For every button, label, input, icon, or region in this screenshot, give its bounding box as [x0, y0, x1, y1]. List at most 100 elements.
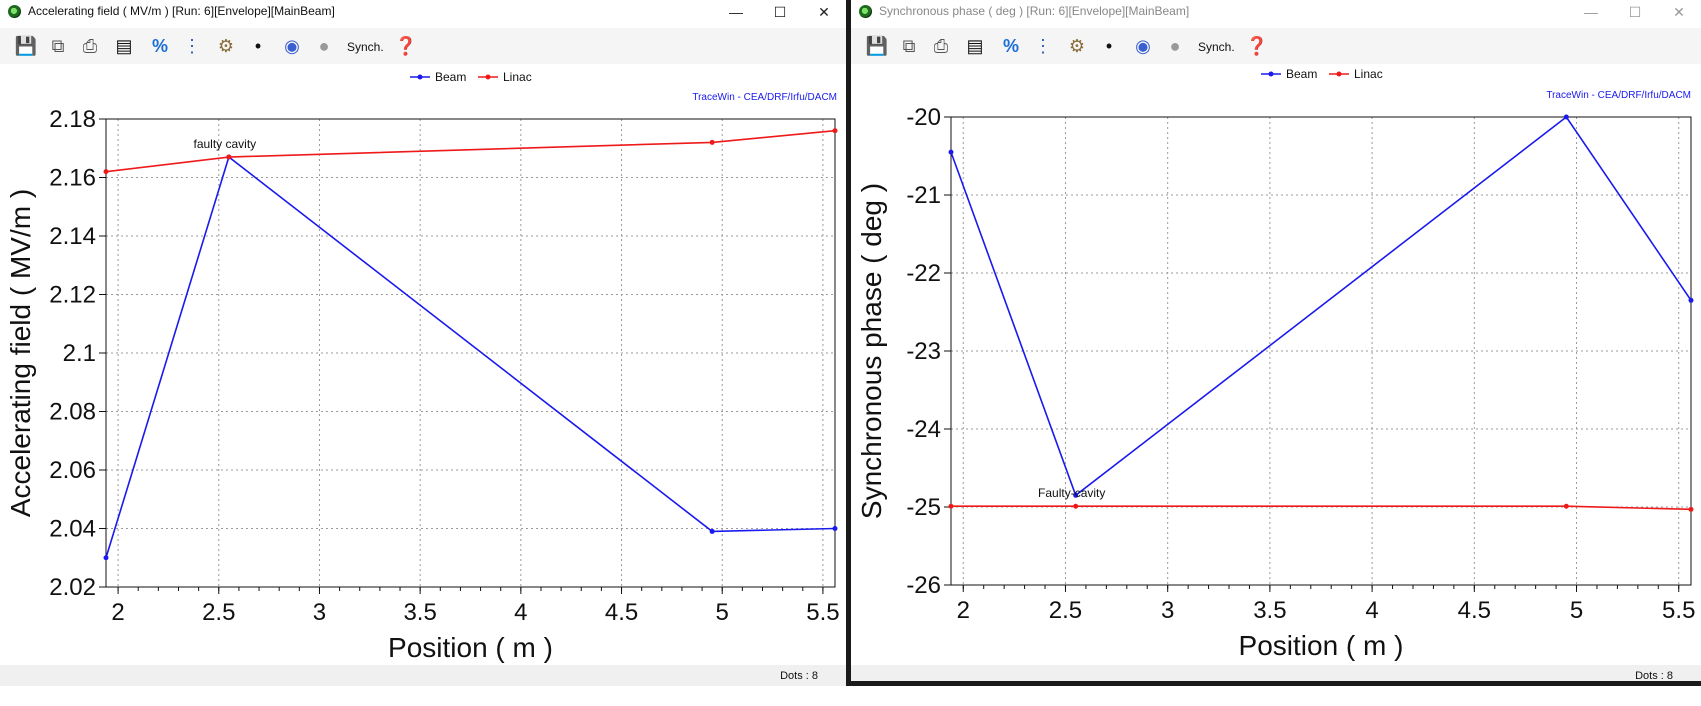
x-tick-label: 5.5	[1662, 597, 1695, 624]
print-icon[interactable]: ⎙	[933, 36, 949, 56]
x-tick-label: 2	[957, 597, 970, 624]
annotation-label: Faulty-cavity	[1038, 486, 1105, 500]
circle-icon[interactable]: ●	[1169, 36, 1181, 56]
data-point-beam	[709, 528, 715, 534]
data-point-beam	[1563, 114, 1569, 120]
legend-marker-beam	[417, 74, 423, 80]
x-tick-label: 4.5	[605, 599, 638, 626]
circle-icon[interactable]: ●	[318, 36, 330, 56]
data-point-linac	[832, 128, 838, 134]
x-tick-label: 5	[716, 599, 729, 626]
copy-icon[interactable]: ⧉	[51, 36, 65, 56]
app-icon	[859, 5, 872, 18]
dots-count: Dots : 8	[1635, 670, 1673, 682]
series-line-linac	[105, 129, 836, 173]
y-tick-label: 2.08	[49, 399, 96, 426]
credit-text: TraceWin - CEA/DRF/Irfu/DACM	[692, 92, 837, 103]
title-bar[interactable]: Accelerating field ( MV/m ) [Run: 6][Env…	[0, 0, 846, 24]
data-point-beam	[832, 526, 838, 531]
data-point-beam	[1073, 492, 1079, 498]
legend-label-beam: Beam	[435, 70, 466, 84]
dots-count: Dots : 8	[780, 670, 818, 682]
legend-label-beam: Beam	[1286, 67, 1317, 81]
print-icon[interactable]: ⎙	[82, 36, 98, 56]
app-icon	[8, 5, 21, 18]
settings-icon[interactable]: ⚙	[217, 36, 235, 56]
x-axis-title: Position ( m )	[388, 632, 553, 663]
series-line-linac	[951, 505, 1692, 511]
y-tick-label: 2.12	[49, 282, 96, 309]
plot-frame	[105, 118, 836, 588]
save-icon[interactable]: 💾	[14, 36, 38, 56]
plot-area[interactable]: 2 2.5 3 3.5 4 4.5 5 5.5 2.02 2.04 2.06 2.08 2.1 2.12 2…	[0, 64, 846, 665]
window-title: Synchronous phase ( deg ) [Run: 6][Envel…	[879, 4, 1190, 18]
probe-icon[interactable]: •—	[249, 36, 267, 80]
data-point-linac	[1073, 503, 1079, 509]
data-point-linac	[103, 169, 109, 175]
x-axis-title: Position ( m )	[1239, 630, 1404, 661]
color-map-icon[interactable]: ◉	[284, 36, 300, 56]
close-button[interactable]: ✕	[1673, 4, 1685, 20]
x-tick-label: 2	[111, 599, 124, 626]
data-point-linac	[948, 503, 954, 509]
x-tick-label: 4	[514, 599, 527, 626]
ruler-icon[interactable]: ⋮	[183, 36, 201, 56]
copy-icon[interactable]: ⧉	[902, 36, 916, 56]
plot-frame	[950, 116, 1692, 586]
save-icon[interactable]: 💾	[865, 36, 889, 56]
close-button[interactable]: ✕	[818, 4, 830, 20]
window-title: Accelerating field ( MV/m ) [Run: 6][Env…	[28, 4, 335, 18]
minimize-button[interactable]: —	[729, 4, 743, 20]
x-tick-label: 4	[1365, 597, 1378, 624]
toolbar: 💾 ⧉ ⎙ ▤ % ⋮ ⚙ •— ◉ ● Synch. ❓	[0, 28, 846, 80]
series-line-beam	[105, 155, 836, 558]
toolbar: 💾 ⧉ ⎙ ▤ % ⋮ ⚙ •— ◉ ● Synch. ❓	[851, 28, 1701, 80]
x-tick-label: 3	[1161, 597, 1174, 624]
x-tick-label: 3	[313, 599, 326, 626]
percent-icon[interactable]: %	[151, 36, 168, 56]
settings-icon[interactable]: ⚙	[1068, 36, 1086, 56]
percent-icon[interactable]: %	[1002, 36, 1019, 56]
x-tick-label: 2.5	[202, 599, 235, 626]
window-bottom-border	[851, 681, 1701, 686]
chart-svg: 2 2.5 3 3.5 4 4.5 5 5.5 -26 -25 -24 -23 -22 -21 -20 Pos…	[856, 67, 1695, 661]
data-point-linac	[226, 154, 232, 160]
minimize-button[interactable]: —	[1584, 4, 1598, 20]
synch-button[interactable]: Synch.	[347, 40, 384, 54]
status-bar: Dots : 8	[851, 665, 1701, 686]
list-icon[interactable]: ▤	[966, 36, 984, 56]
legend-marker-linac	[1336, 71, 1342, 77]
annotation-label: faulty cavity	[193, 137, 256, 151]
y-axis-title: Accelerating field ( MV/m )	[5, 189, 36, 517]
data-point-beam	[103, 555, 109, 561]
y-tick-label: -24	[906, 416, 941, 443]
chart-svg: 2 2.5 3 3.5 4 4.5 5 5.5 2.02 2.04 2.06 2.08 2.1 2.12 2…	[5, 70, 840, 663]
color-map-icon[interactable]: ◉	[1135, 36, 1151, 56]
y-axis-title: Synchronous phase ( deg )	[856, 183, 887, 519]
x-tick-label: 5.5	[806, 599, 839, 626]
data-point-linac	[1688, 506, 1694, 512]
y-tick-label: -22	[906, 260, 941, 287]
x-tick-label: 3.5	[1253, 597, 1286, 624]
maximize-button[interactable]: ☐	[1628, 4, 1642, 20]
data-point-linac	[1563, 503, 1569, 509]
legend-marker-beam	[1268, 71, 1274, 77]
title-bar[interactable]: Synchronous phase ( deg ) [Run: 6][Envel…	[851, 0, 1701, 24]
y-tick-label: -25	[906, 494, 941, 521]
synch-button[interactable]: Synch.	[1198, 40, 1235, 54]
x-tick-label: 3.5	[403, 599, 436, 626]
help-icon[interactable]: ❓	[1245, 36, 1269, 56]
data-point-beam	[1688, 297, 1694, 303]
y-tick-label: -26	[906, 572, 941, 599]
list-icon[interactable]: ▤	[115, 36, 133, 56]
y-tick-label: -21	[906, 182, 941, 209]
maximize-button[interactable]: ☐	[773, 4, 787, 20]
y-tick-label: 2.1	[63, 340, 96, 367]
plot-area[interactable]: 2 2.5 3 3.5 4 4.5 5 5.5 -26 -25 -24 -23 -22 -21 -20 Pos…	[851, 64, 1701, 665]
y-tick-label: -20	[906, 104, 941, 131]
ruler-icon[interactable]: ⋮	[1034, 36, 1052, 56]
data-point-linac	[709, 139, 715, 145]
probe-icon[interactable]: •—	[1100, 36, 1118, 80]
legend-label-linac: Linac	[1354, 67, 1383, 81]
help-icon[interactable]: ❓	[394, 36, 418, 56]
